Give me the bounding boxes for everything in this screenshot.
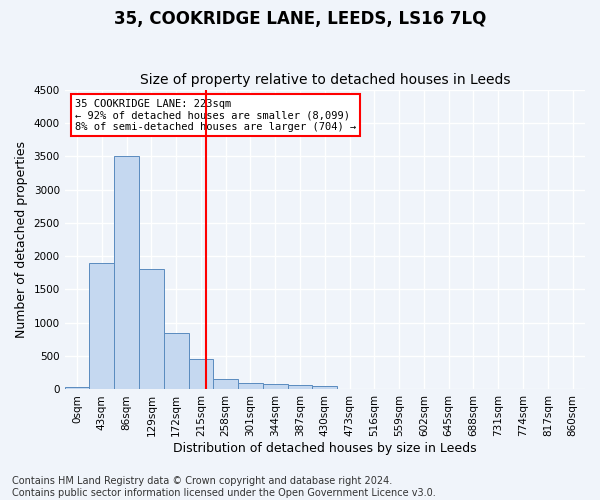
Text: 35, COOKRIDGE LANE, LEEDS, LS16 7LQ: 35, COOKRIDGE LANE, LEEDS, LS16 7LQ — [114, 10, 486, 28]
Bar — [238, 383, 263, 390]
Y-axis label: Number of detached properties: Number of detached properties — [15, 141, 28, 338]
Bar — [164, 333, 188, 390]
Bar — [263, 384, 287, 390]
Bar — [214, 379, 238, 390]
Text: 35 COOKRIDGE LANE: 223sqm
← 92% of detached houses are smaller (8,099)
8% of sem: 35 COOKRIDGE LANE: 223sqm ← 92% of detac… — [75, 98, 356, 132]
Bar — [313, 386, 337, 390]
Bar — [89, 263, 114, 390]
Bar — [287, 385, 313, 390]
Bar — [188, 360, 214, 390]
Text: Contains HM Land Registry data © Crown copyright and database right 2024.
Contai: Contains HM Land Registry data © Crown c… — [12, 476, 436, 498]
X-axis label: Distribution of detached houses by size in Leeds: Distribution of detached houses by size … — [173, 442, 476, 455]
Bar — [114, 156, 139, 390]
Bar — [65, 388, 89, 390]
Bar — [139, 270, 164, 390]
Title: Size of property relative to detached houses in Leeds: Size of property relative to detached ho… — [140, 73, 510, 87]
